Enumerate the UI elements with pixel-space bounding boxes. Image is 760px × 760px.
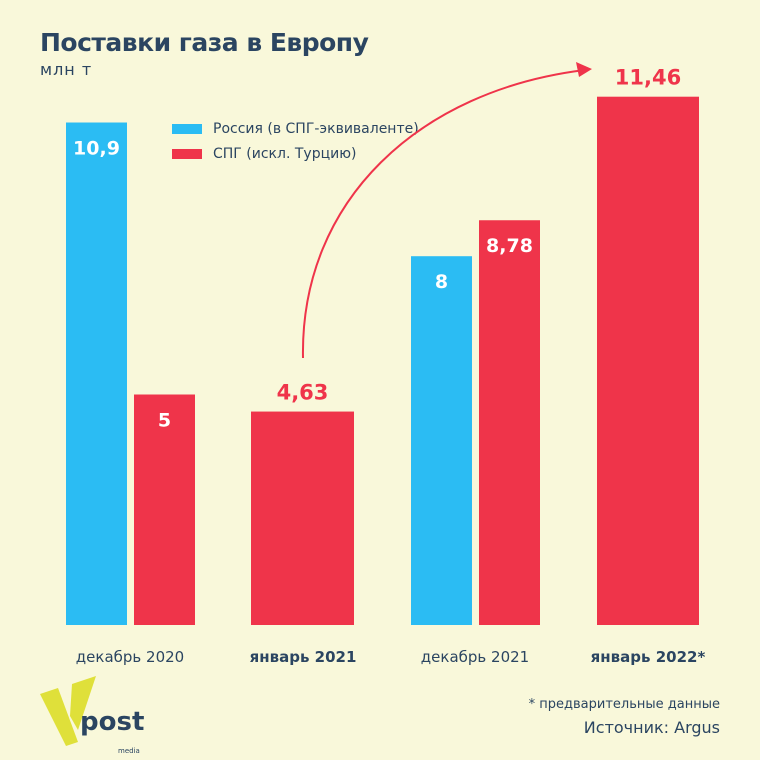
- postmedia-logo: post media: [40, 676, 144, 755]
- legend-item-lng: СПГ (искл. Турцию): [172, 146, 356, 162]
- data-label: 11,46: [615, 66, 681, 90]
- logo-subtext: media: [118, 747, 140, 755]
- data-label: 4,63: [277, 381, 329, 405]
- chart-title: Поставки газа в Европу: [40, 28, 369, 57]
- data-label: 5: [158, 410, 171, 432]
- trend-arrow: [301, 69, 586, 359]
- bar-lng: [134, 394, 195, 625]
- data-label: 8: [435, 271, 448, 293]
- x-tick-label: декабрь 2020: [76, 648, 184, 666]
- legend-swatch-lng: [172, 149, 202, 159]
- x-tick-label: декабрь 2021: [421, 648, 529, 666]
- bar-lng: [251, 411, 354, 625]
- data-label: 10,9: [73, 138, 120, 160]
- legend-item-russia: Россия (в СПГ-эквиваленте): [172, 121, 419, 137]
- bar-russia: [66, 122, 127, 625]
- data-label: 8,78: [486, 235, 533, 257]
- source-note: Источник: Argus: [583, 718, 720, 737]
- bar-lng: [597, 96, 699, 626]
- x-tick-label: январь 2022*: [591, 648, 706, 666]
- arrowhead-icon: [576, 62, 592, 77]
- legend-swatch-russia: [172, 124, 202, 134]
- legend-label: СПГ (искл. Турцию): [213, 146, 357, 162]
- legend-label: Россия (в СПГ-эквиваленте): [213, 121, 419, 137]
- unit-label: млн т: [40, 60, 93, 79]
- footnote: * предварительные данные: [528, 697, 720, 712]
- bar-lng: [479, 220, 540, 625]
- x-tick-label: январь 2021: [250, 648, 357, 666]
- logo-text: post: [80, 707, 144, 737]
- bar-russia: [411, 256, 472, 625]
